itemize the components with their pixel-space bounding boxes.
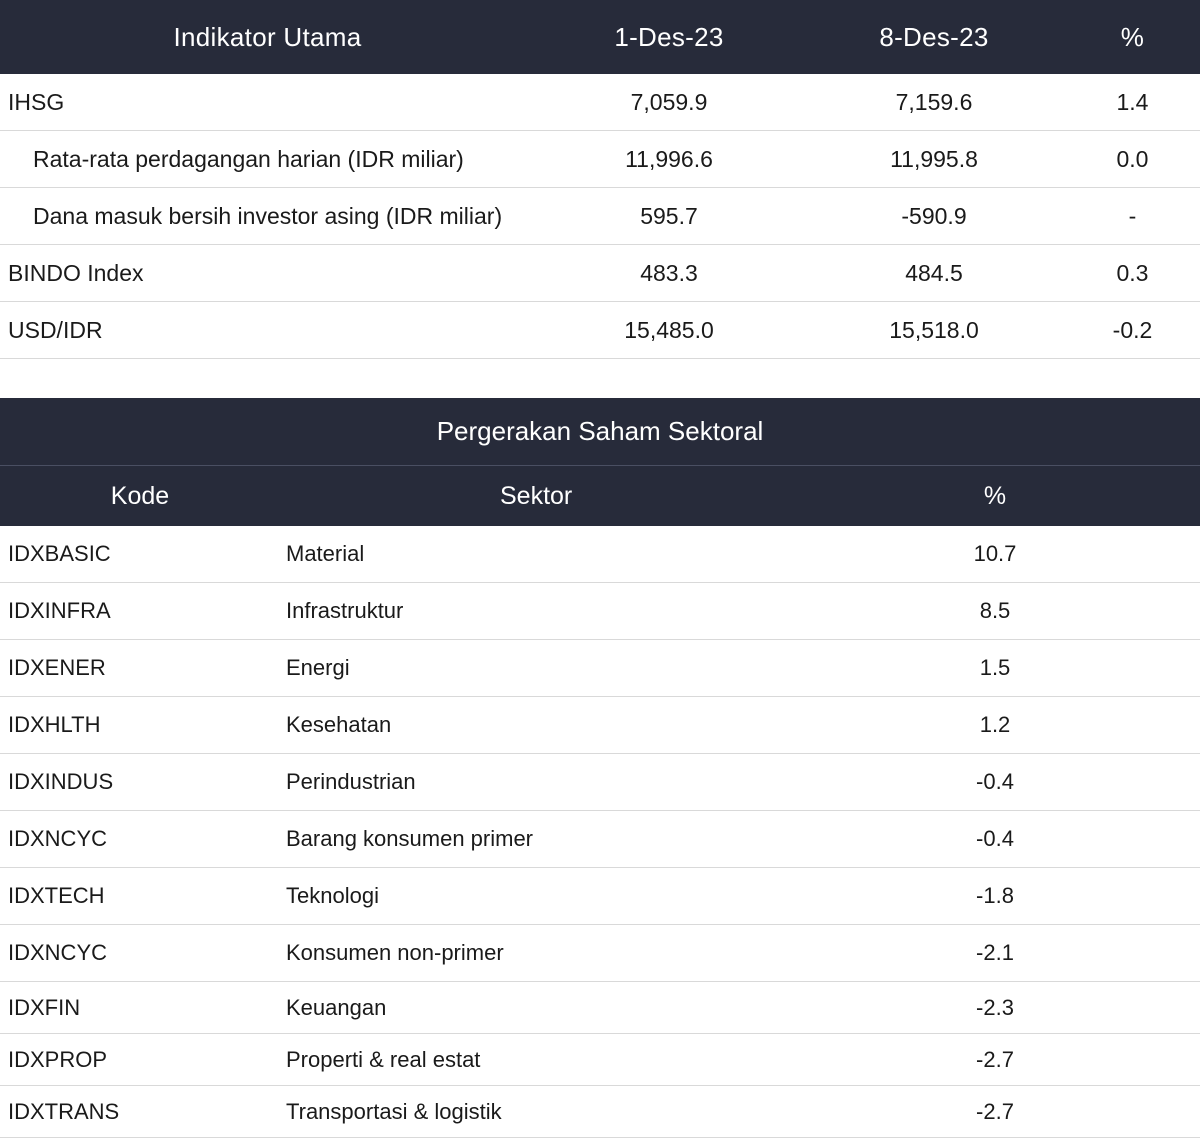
sector-change: 1.2 <box>979 712 1011 737</box>
sector-code: IDXBASIC <box>8 541 111 566</box>
header-date-2: 8-Des-23 <box>879 21 989 52</box>
header-date-1: 1-Des-23 <box>614 21 724 52</box>
sector-name: Keuangan <box>286 994 387 1020</box>
sector-change: -1.8 <box>976 883 1014 908</box>
indicator-value-2: 7,159.6 <box>895 88 973 115</box>
header-percent: % <box>983 481 1007 510</box>
sector-code: IDXINFRA <box>8 598 111 623</box>
indicator-value-1: 483.3 <box>640 259 698 286</box>
sector-name: Teknologi <box>286 883 379 908</box>
sector-name: Properti & real estat <box>286 1046 481 1072</box>
sector-code: IDXFIN <box>8 994 81 1020</box>
sector-name: Infrastruktur <box>286 598 404 623</box>
table-row: IDXTECH Teknologi -1.8 <box>0 868 1200 925</box>
indicator-change: -0.2 <box>1112 316 1153 343</box>
indicator-change: - <box>1128 202 1137 229</box>
indicator-value-2: 15,518.0 <box>889 316 979 343</box>
sector-name: Konsumen non-primer <box>286 940 504 965</box>
table-row: Rata-rata perdagangan harian (IDR miliar… <box>0 131 1200 188</box>
sector-change: -0.4 <box>976 769 1014 794</box>
table-row: IDXENER Energi 1.5 <box>0 640 1200 697</box>
sector-code: IDXTRANS <box>8 1098 120 1124</box>
sector-change: -2.1 <box>976 940 1014 965</box>
sector-change: 8.5 <box>979 598 1011 623</box>
table-row: IDXFIN Keuangan -2.3 <box>0 982 1200 1034</box>
header-sektor: Sektor <box>500 481 573 510</box>
sector-code: IDXNCYC <box>8 940 108 965</box>
sector-name: Barang konsumen primer <box>286 826 534 851</box>
indicator-value-2: -590.9 <box>901 202 967 229</box>
indicator-value-2: 11,995.8 <box>890 145 978 172</box>
header-indicator: Indikator Utama <box>173 21 362 52</box>
sector-code: IDXNCYC <box>8 826 108 851</box>
indicator-name: IHSG <box>8 88 65 115</box>
sector-name: Perindustrian <box>286 769 416 794</box>
sector-change: -2.7 <box>976 1046 1014 1072</box>
header-percent: % <box>1120 21 1145 52</box>
table-row: IDXTRANS Transportasi & logistik -2.7 <box>0 1086 1200 1138</box>
sectors-title: Pergerakan Saham Sektoral <box>0 398 1200 466</box>
table-row: IDXNCYC Konsumen non-primer -2.1 <box>0 925 1200 982</box>
table-row: IDXINFRA Infrastruktur 8.5 <box>0 583 1200 640</box>
sector-name: Material <box>286 541 365 566</box>
indicator-name: USD/IDR <box>8 316 103 343</box>
indicator-change: 0.0 <box>1116 145 1149 172</box>
sector-code: IDXHLTH <box>8 712 101 737</box>
sectors-table: Pergerakan Saham Sektoral Kode Sektor % … <box>0 398 1200 1138</box>
sector-name: Kesehatan <box>286 712 392 737</box>
table-row: IDXBASIC Material 10.7 <box>0 526 1200 583</box>
indicators-header-row: Indikator Utama 1-Des-23 8-Des-23 % <box>0 0 1200 74</box>
indicator-value-1: 11,996.6 <box>625 145 713 172</box>
indicators-table: Indikator Utama 1-Des-23 8-Des-23 % IHSG… <box>0 0 1200 359</box>
table-row: BINDO Index 483.3 484.5 0.3 <box>0 245 1200 302</box>
indicator-name: BINDO Index <box>8 259 144 286</box>
sector-name: Transportasi & logistik <box>286 1098 502 1124</box>
indicator-change: 0.3 <box>1116 259 1149 286</box>
sector-change: -2.7 <box>976 1098 1014 1124</box>
sector-name: Energi <box>286 655 350 680</box>
indicator-value-1: 7,059.9 <box>630 88 708 115</box>
indicator-name: Dana masuk bersih investor asing (IDR mi… <box>33 202 503 229</box>
table-row: IDXNCYC Barang konsumen primer -0.4 <box>0 811 1200 868</box>
sector-change: 1.5 <box>979 655 1011 680</box>
header-kode: Kode <box>110 481 170 510</box>
table-row: Dana masuk bersih investor asing (IDR mi… <box>0 188 1200 245</box>
sector-change: 10.7 <box>973 541 1017 566</box>
indicator-name: Rata-rata perdagangan harian (IDR miliar… <box>33 145 464 172</box>
sectors-header-row: Kode Sektor % <box>0 466 1200 526</box>
table-row: IDXINDUS Perindustrian -0.4 <box>0 754 1200 811</box>
sector-code: IDXINDUS <box>8 769 114 794</box>
indicator-value-2: 484.5 <box>905 259 963 286</box>
sector-code: IDXPROP <box>8 1046 108 1072</box>
indicator-value-1: 595.7 <box>640 202 698 229</box>
indicator-value-1: 15,485.0 <box>624 316 714 343</box>
table-row: IDXHLTH Kesehatan 1.2 <box>0 697 1200 754</box>
table-row: IHSG 7,059.9 7,159.6 1.4 <box>0 74 1200 131</box>
sector-code: IDXENER <box>8 655 106 680</box>
indicator-change: 1.4 <box>1116 88 1149 115</box>
sector-change: -2.3 <box>976 994 1014 1020</box>
table-row: USD/IDR 15,485.0 15,518.0 -0.2 <box>0 302 1200 359</box>
sector-change: -0.4 <box>976 826 1014 851</box>
table-row: IDXPROP Properti & real estat -2.7 <box>0 1034 1200 1086</box>
sector-code: IDXTECH <box>8 883 105 908</box>
